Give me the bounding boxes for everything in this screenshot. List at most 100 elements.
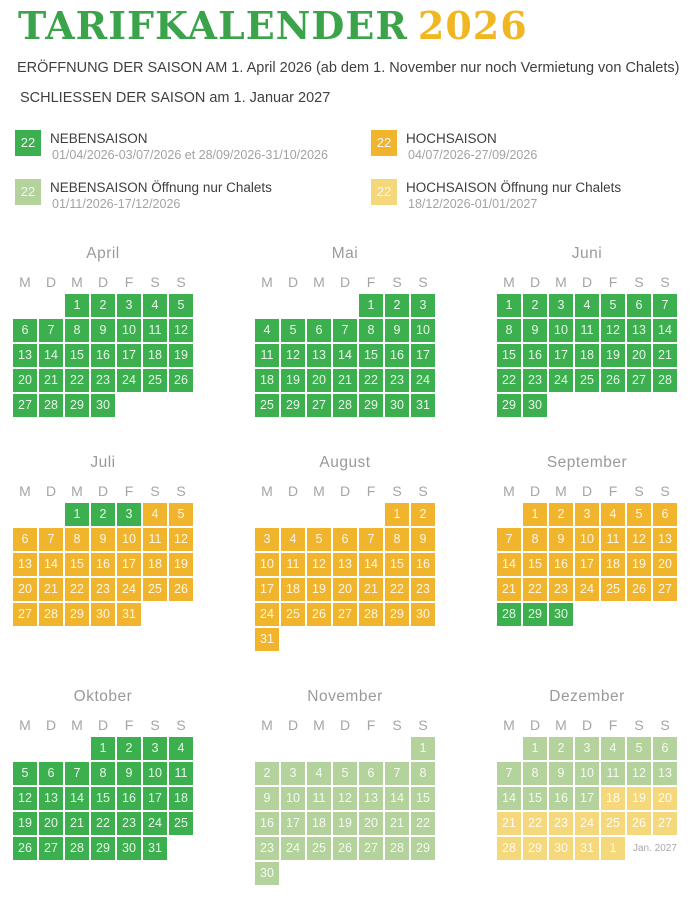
weekday-header: S	[660, 717, 670, 734]
day-cell: 6	[653, 502, 677, 526]
day-cell: 28	[359, 602, 383, 626]
empty-cell	[497, 737, 521, 760]
day-cell: 22	[385, 577, 409, 601]
day-cell: 15	[385, 552, 409, 576]
day-cell: 10	[117, 527, 141, 551]
day-cell: 27	[39, 836, 63, 860]
day-cell: 7	[39, 527, 63, 551]
day-cell: 18	[255, 368, 279, 392]
day-cell: 30	[255, 861, 279, 885]
day-cell: 29	[411, 836, 435, 860]
empty-cell	[169, 603, 193, 626]
day-cell: 1	[497, 293, 521, 317]
day-cell: 9	[91, 318, 115, 342]
day-cell: 20	[627, 343, 651, 367]
day-cell: 25	[281, 602, 305, 626]
weekday-header: D	[45, 483, 57, 500]
empty-cell	[601, 394, 625, 417]
month-mai: Mai M D M D F S S 1 2 3 4 5 6 7 8 9 10 11 12 13 14 15 16 17 18 19 2…	[255, 245, 435, 417]
day-grid: 1 2 3 4 5 6 7 8 9 10 11 12 13 14 15 16 17 18 19 20 21 22 23 24 2…	[255, 293, 435, 417]
weekday-header: S	[150, 274, 160, 291]
day-cell: 4	[143, 502, 167, 526]
day-cell: 5	[13, 761, 37, 785]
weekday-header: S	[176, 483, 186, 500]
month-title: September	[546, 453, 628, 471]
day-cell: 9	[523, 318, 547, 342]
legend-text: NEBENSAISON Öffnung nur Chalets 01/11/20…	[50, 179, 272, 211]
weekday-header: D	[287, 717, 299, 734]
day-cell: 16	[411, 552, 435, 576]
month-juli: Juli M D M D F S S 1 2 3 4 5 6 7 8 9 10 11 12 13 14 15 16 17 18 19…	[13, 454, 193, 626]
day-cell: 2	[549, 502, 573, 526]
day-cell: 19	[627, 552, 651, 576]
legend-dates: 01/04/2026-03/07/2026 et 28/09/2026-31/1…	[52, 147, 328, 162]
day-cell: 30	[91, 602, 115, 626]
weekday-header: S	[660, 274, 670, 291]
day-cell: 17	[117, 343, 141, 367]
day-cell: 12	[601, 318, 625, 342]
day-cell: 15	[65, 552, 89, 576]
weekday-header: M	[71, 274, 83, 291]
weekday-header: F	[124, 483, 134, 500]
day-cell: 16	[91, 552, 115, 576]
empty-cell	[575, 394, 599, 417]
day-cell: 8	[497, 318, 521, 342]
weekday-header: D	[339, 274, 351, 291]
empty-cell	[39, 737, 63, 760]
empty-cell	[333, 862, 357, 885]
day-cell: 3	[255, 527, 279, 551]
day-cell: 5	[307, 527, 331, 551]
month-title: April	[86, 244, 120, 262]
day-cell: 21	[497, 577, 521, 601]
day-cell: 11	[281, 552, 305, 576]
weekday-header: F	[124, 274, 134, 291]
day-cell: 25	[307, 836, 331, 860]
day-cell: 9	[385, 318, 409, 342]
title-text: TARIFKALENDER	[18, 3, 408, 48]
month-dezember: Dezember M D M D F S S 1 2 3 4 5 6 7 8 9 10 11 12 13 14 15 16 17…	[497, 688, 677, 860]
day-cell: 10	[575, 761, 599, 785]
day-cell: 8	[359, 318, 383, 342]
day-cell: 21	[497, 811, 521, 835]
day-cell: 8	[65, 527, 89, 551]
day-cell: 14	[497, 786, 521, 810]
day-cell: 25	[601, 577, 625, 601]
empty-cell	[385, 737, 409, 760]
day-cell: 8	[411, 761, 435, 785]
day-cell: 27	[627, 368, 651, 392]
weekday-header: M	[261, 717, 273, 734]
day-cell: 12	[169, 527, 193, 551]
month-title: Dezember	[549, 687, 625, 705]
weekday-header: D	[339, 717, 351, 734]
day-cell: 22	[65, 368, 89, 392]
day-cell: 17	[575, 786, 599, 810]
day-cell: 31	[411, 393, 435, 417]
day-cell: 27	[13, 602, 37, 626]
day-cell: 3	[143, 736, 167, 760]
day-cell: 22	[359, 368, 383, 392]
day-cell: 16	[117, 786, 141, 810]
day-cell: 7	[359, 527, 383, 551]
day-cell: 3	[411, 293, 435, 317]
empty-cell	[281, 628, 305, 651]
day-cell: 1	[411, 736, 435, 760]
weekday-header: S	[634, 483, 644, 500]
day-cell: 11	[601, 527, 625, 551]
day-cell: 13	[13, 552, 37, 576]
day-cell: 28	[653, 368, 677, 392]
day-cell: 3	[549, 293, 573, 317]
day-cell: 6	[307, 318, 331, 342]
weekday-header: S	[634, 717, 644, 734]
next-month-label: Jan. 2027	[633, 842, 677, 854]
day-cell: 1	[91, 736, 115, 760]
day-cell: 13	[13, 343, 37, 367]
day-cell: 13	[653, 761, 677, 785]
legend-dates: 01/11/2026-17/12/2026	[52, 196, 181, 211]
day-cell: 18	[601, 552, 625, 576]
day-cell: 4	[601, 502, 625, 526]
weekday-header: M	[313, 717, 325, 734]
weekday-header: S	[392, 717, 402, 734]
weekday-header: M	[71, 717, 83, 734]
day-cell: 6	[359, 761, 383, 785]
day-cell: 4	[281, 527, 305, 551]
